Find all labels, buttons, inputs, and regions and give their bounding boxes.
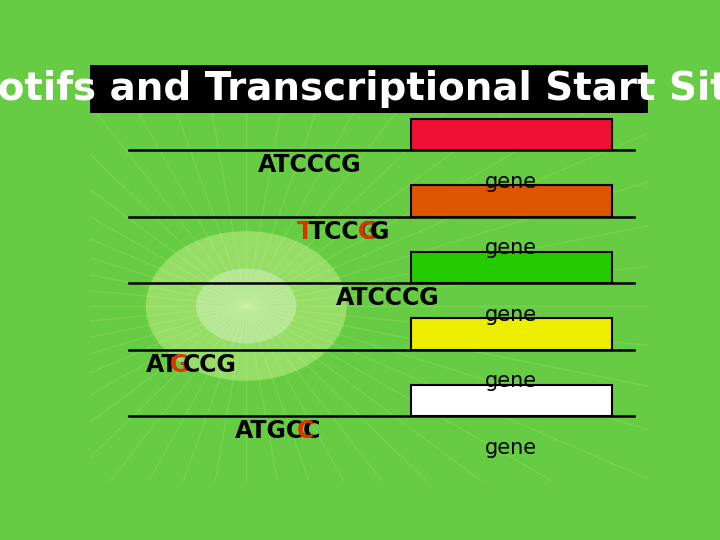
Bar [411,185,612,217]
Text: G: G [370,220,390,244]
Text: ATCCCG: ATCCCG [258,153,361,177]
Bar [411,319,612,349]
Circle shape [196,268,297,343]
Text: gene: gene [485,305,537,325]
Bar [411,119,612,150]
Circle shape [145,231,347,381]
Text: gene: gene [485,172,537,192]
Text: gene: gene [485,438,537,458]
Text: TCCG: TCCG [309,220,379,244]
Text: CCG: CCG [183,353,236,377]
Text: ATCCCG: ATCCCG [336,286,439,310]
Text: G: G [358,220,377,244]
Bar [411,385,612,416]
Bar [411,252,612,283]
Text: Motifs and Transcriptional Start Sites: Motifs and Transcriptional Start Sites [0,70,720,107]
Text: C: C [297,420,314,443]
Text: gene: gene [485,238,537,258]
Text: T: T [297,220,312,244]
Text: gene: gene [485,371,537,392]
Bar [90,65,648,113]
Text: G: G [171,353,190,377]
Text: AT: AT [145,353,179,377]
Text: ATGCC: ATGCC [235,420,321,443]
